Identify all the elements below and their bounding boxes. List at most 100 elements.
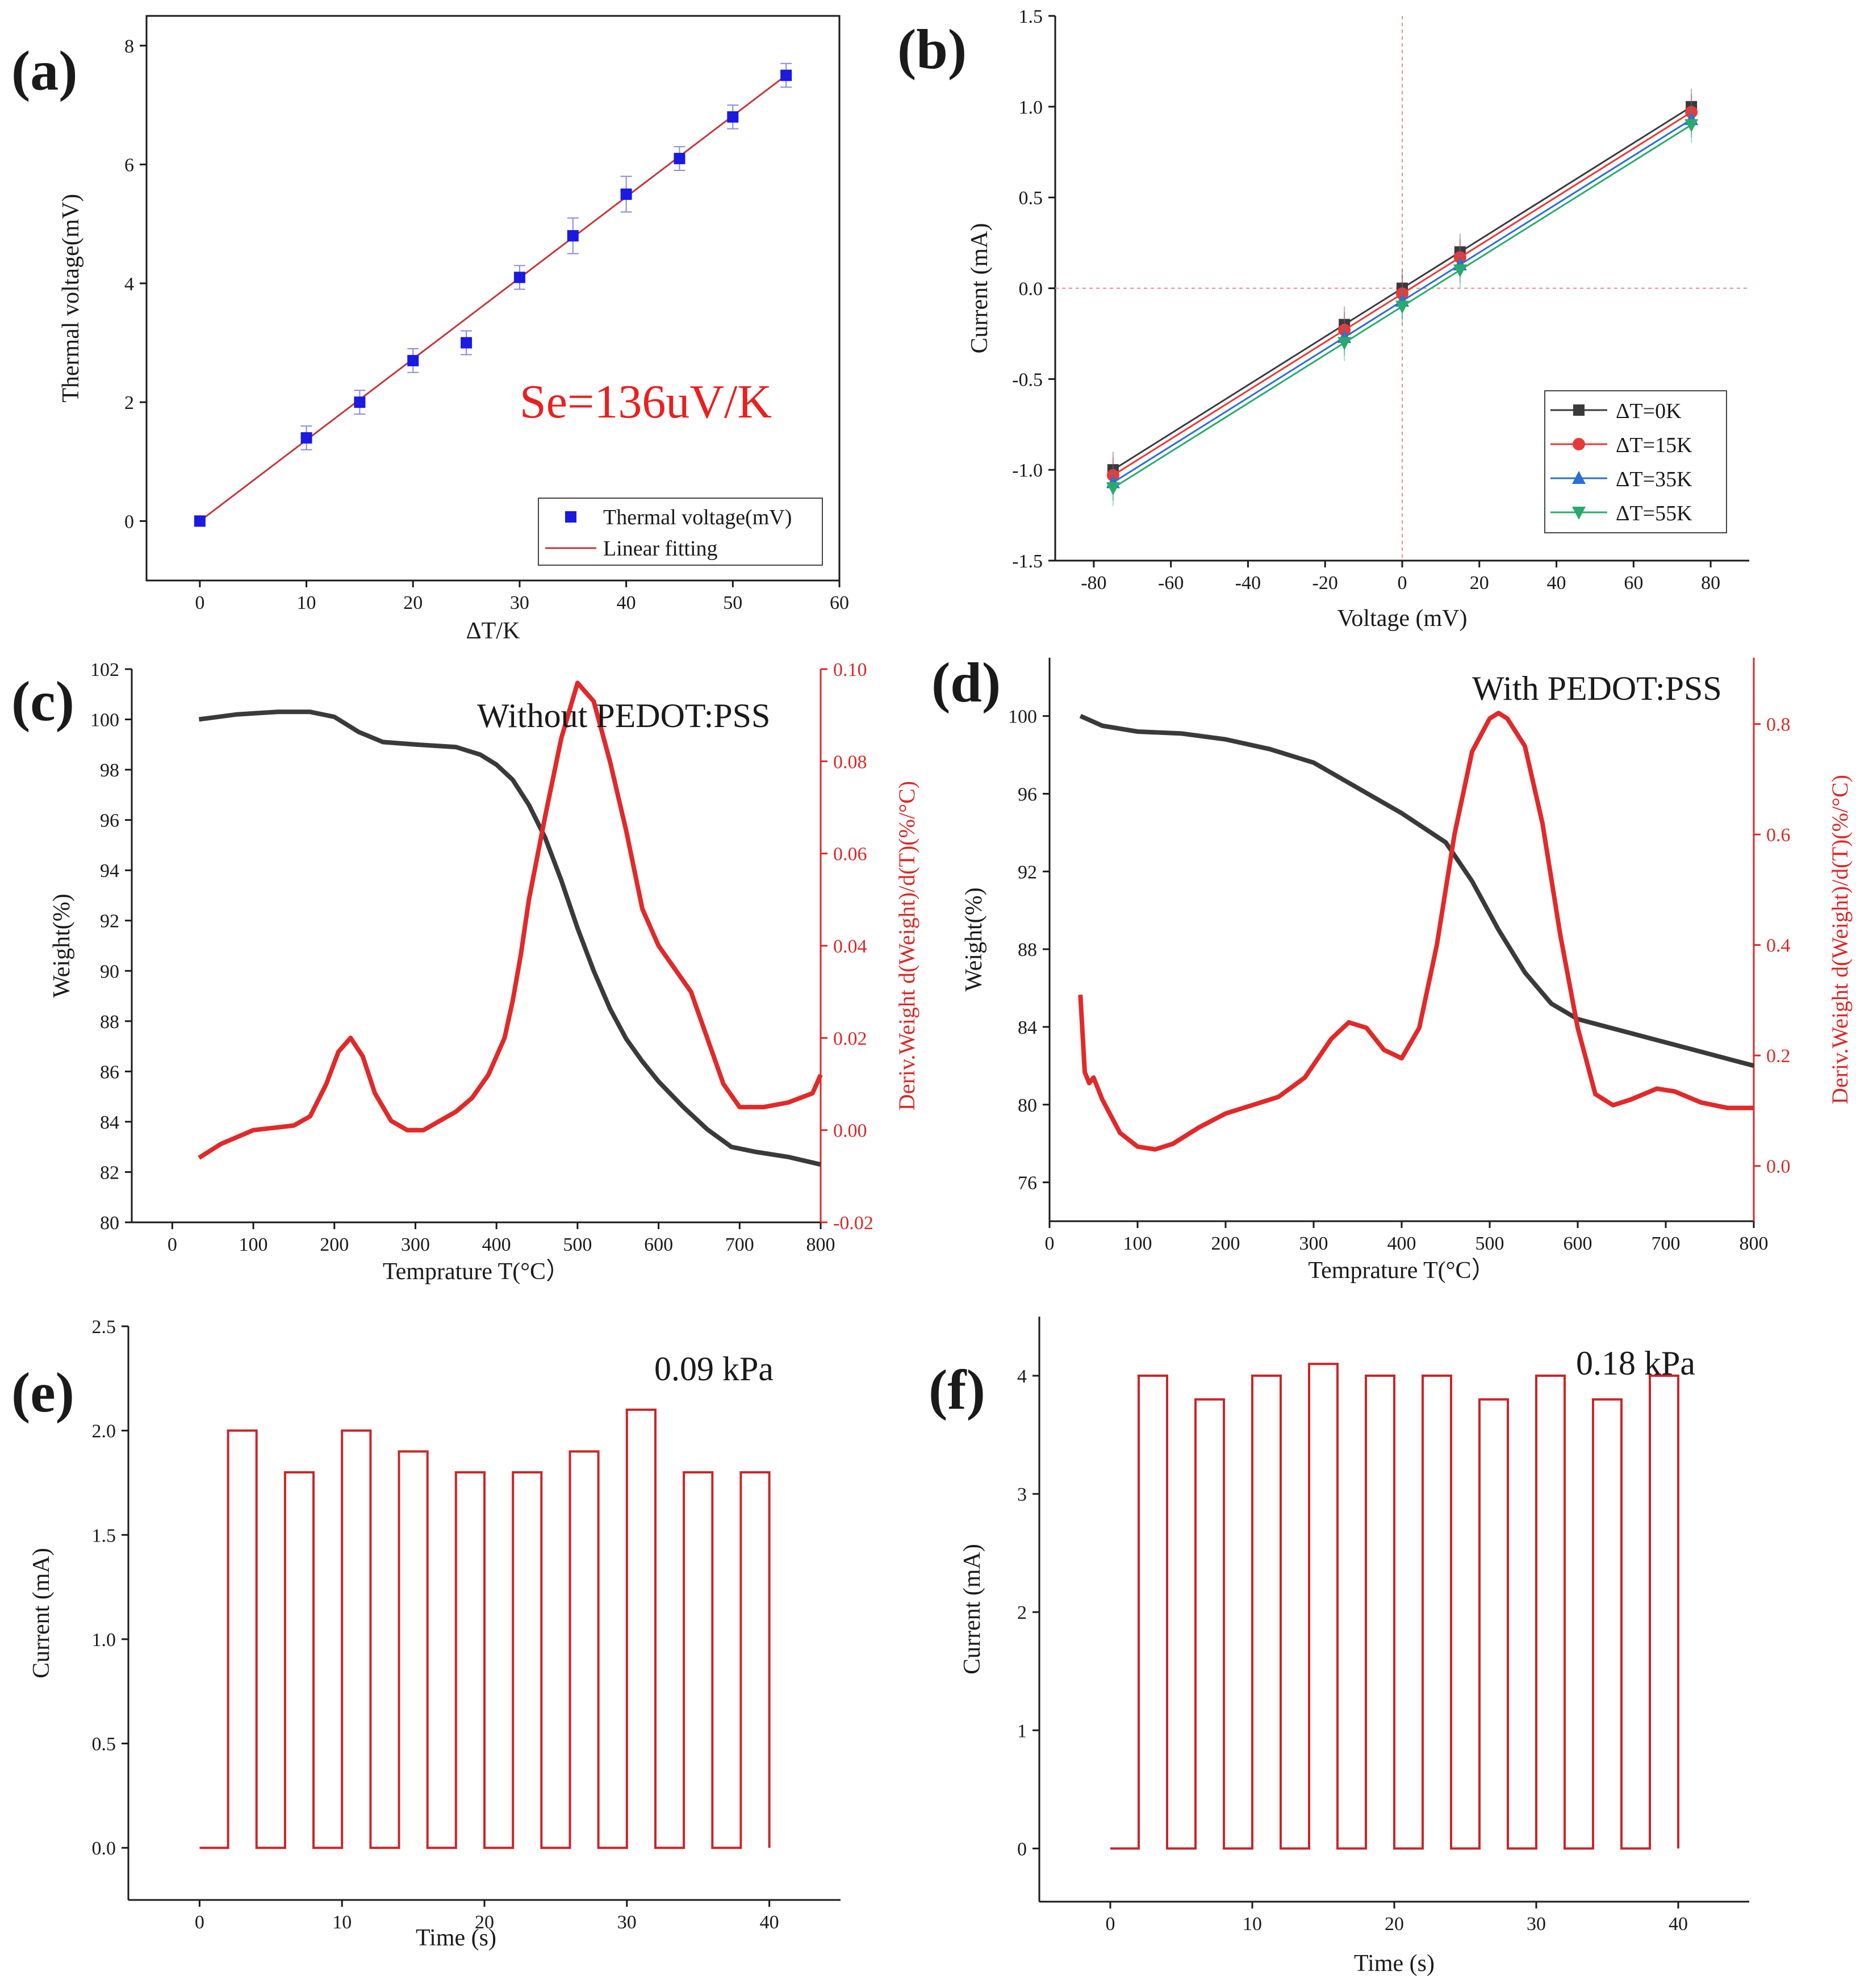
y-tick-label: 1	[1017, 1720, 1027, 1741]
y-tick-label: -0.5	[1012, 369, 1043, 390]
weight-curve	[198, 709, 821, 1167]
data-point	[620, 188, 632, 200]
y-tick-label: 100	[90, 710, 119, 731]
right-y-tick-label: 0.04	[833, 936, 867, 957]
right-y-tick-label: 0.0	[1766, 1156, 1791, 1177]
series-3	[1106, 106, 1699, 507]
x-tick-label: 60	[1624, 573, 1643, 594]
x-tick-label: 30	[617, 1912, 637, 1933]
x-tick-label: 40	[1669, 1914, 1688, 1935]
x-tick-label: 800	[806, 1234, 835, 1255]
right-y-axis-title: Deriv.Weight d(Weight)/d(T)(%/°C)	[894, 781, 919, 1110]
right-y-axis-title: Deriv.Weight d(Weight)/d(T)(%/°C)	[1827, 775, 1853, 1104]
panel-e: 0 10 20 30 40 0.0 0.5 1.0 1.5 2.0 2.5 Time (s) Curre…	[11, 1317, 841, 1951]
x-axis-title: Time (s)	[1354, 1951, 1435, 1977]
derivative-curve	[198, 680, 823, 1160]
x-tick-label: 600	[644, 1234, 673, 1255]
y-tick-label: 80	[100, 1213, 119, 1234]
x-tick-label: -60	[1158, 573, 1184, 594]
x-tick-label: 20	[1385, 1914, 1404, 1935]
data-point	[1106, 482, 1120, 496]
y-tick-label: 92	[100, 911, 119, 932]
x-tick-label: 40	[760, 1912, 779, 1933]
x-tick-label: 30	[510, 592, 529, 613]
x-tick-label: 700	[725, 1234, 754, 1255]
y-tick-label: -1.5	[1012, 551, 1043, 572]
x-axis-title: Voltage (mV)	[1337, 605, 1467, 632]
right-y-tick-label: 0.2	[1766, 1046, 1791, 1067]
chart-title: 0.09 kPa	[654, 1350, 774, 1388]
y-axis-title: Thermal voltage(mV)	[58, 194, 84, 402]
legend-label: ΔT=35K	[1616, 467, 1692, 491]
panel-label: (a)	[11, 39, 78, 102]
y-tick-label: 4	[124, 274, 134, 295]
panel-f: 0 10 20 30 40 0 1 2 3 4 Time (s) Current (mA) (f) 0.1…	[929, 1317, 1749, 1977]
x-tick-label: 300	[401, 1234, 430, 1255]
panel-a: 0 10 20 30 40 50 60 0 2 4 6 8 ΔT/K Thermal voltage(mV…	[11, 15, 849, 644]
panel-c: 0 100 200 300 400 500 600 700 800 80 82 84 86 88 90 92 9…	[11, 659, 919, 1285]
panel-label: (e)	[11, 1361, 74, 1424]
y-tick-label: 84	[100, 1112, 119, 1133]
x-tick-label: 10	[332, 1912, 352, 1933]
data-point	[727, 111, 739, 123]
y-tick-label: 0.0	[1019, 279, 1043, 300]
panel-label: (d)	[931, 651, 1001, 714]
data-point	[1395, 300, 1409, 314]
y-tick-label: 4	[1017, 1366, 1027, 1387]
y-axis-title: Weight(%)	[961, 887, 987, 991]
x-tick-label: 0	[1106, 1914, 1115, 1935]
y-tick-label: 1.0	[92, 1630, 116, 1651]
panel-label: (c)	[11, 670, 74, 733]
x-tick-label: 0	[168, 1234, 177, 1255]
y-tick-label: 96	[100, 811, 119, 832]
y-tick-label: 0.5	[1019, 188, 1043, 209]
x-tick-label: 0	[1045, 1233, 1055, 1254]
data-point	[567, 230, 579, 242]
x-axis-title: Temprature T(°C）	[1308, 1258, 1495, 1284]
data-point	[1337, 337, 1352, 350]
y-axis-title: Current (mA)	[967, 223, 993, 354]
x-tick-label: 300	[1299, 1233, 1328, 1254]
current-pulse-trace	[1110, 1363, 1679, 1850]
right-y-tick-label: 0.6	[1766, 825, 1791, 846]
y-tick-label: 0	[1017, 1839, 1027, 1860]
right-y-tick-label: -0.02	[833, 1213, 873, 1234]
panel-label: (b)	[897, 18, 967, 81]
panel-d: 0 100 200 300 400 500 600 700 800 76 80 84 88 92 96 100…	[931, 651, 1853, 1284]
linear-fit-line	[199, 74, 787, 522]
derivative-curve	[1078, 711, 1754, 1152]
x-tick-label: 50	[723, 592, 742, 613]
x-tick-label: 100	[1123, 1233, 1152, 1254]
y-tick-label: 88	[100, 1012, 119, 1033]
x-tick-label: -80	[1081, 573, 1106, 594]
current-pulse-trace	[199, 1408, 771, 1849]
y-tick-label: 1.5	[92, 1525, 116, 1546]
x-tick-label: 200	[320, 1234, 349, 1255]
data-point	[461, 337, 473, 349]
right-y-tick-label: 0.10	[833, 659, 867, 680]
y-tick-label: 6	[124, 155, 134, 176]
legend: ΔT=0K ΔT=15K ΔT=35K ΔT=55K	[1544, 390, 1727, 533]
x-tick-label: -20	[1312, 573, 1338, 594]
x-tick-label: 400	[1387, 1233, 1416, 1254]
x-tick-label: 600	[1564, 1233, 1592, 1254]
x-tick-label: 0	[195, 592, 204, 613]
y-tick-label: 2.0	[92, 1421, 116, 1442]
legend-label: Thermal voltage(mV)	[603, 506, 792, 529]
x-tick-label: 500	[563, 1234, 592, 1255]
x-tick-label: 10	[1243, 1914, 1262, 1935]
y-tick-label: -1.0	[1012, 460, 1043, 481]
y-tick-label: 88	[1018, 939, 1037, 960]
x-tick-label: 20	[403, 592, 423, 613]
legend-marker	[1572, 471, 1586, 484]
data-point	[1684, 119, 1699, 132]
y-tick-label: 1.0	[1019, 97, 1043, 118]
legend: Thermal voltage(mV) Linear fitting	[538, 498, 823, 566]
panel-b: -80 -60 -40 -20 0 20 40 60 80 -1.5 -1.0 -0.5 0.0 0.5 1…	[897, 6, 1749, 632]
y-tick-label: 0.0	[92, 1838, 116, 1859]
x-tick-label: 60	[830, 592, 849, 613]
y-axis-title: Weight(%)	[49, 893, 75, 997]
x-tick-label: 700	[1652, 1233, 1681, 1254]
legend-marker	[565, 511, 576, 523]
weight-curve	[1079, 713, 1755, 1068]
